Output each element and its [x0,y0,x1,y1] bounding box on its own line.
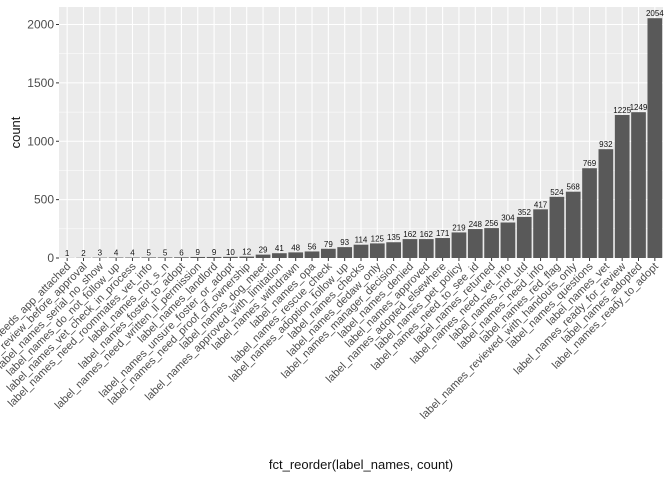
bar-value-label: 29 [259,246,268,255]
bar [174,257,189,258]
bar-value-label: 417 [534,200,548,209]
bar [369,243,385,258]
bar [484,228,499,258]
x-axis-title: fct_reorder(label_names, count) [269,457,453,472]
bar-value-label: 9 [212,248,217,257]
bar [255,254,271,258]
bar-value-label: 135 [387,233,401,242]
bar-value-label: 93 [340,238,349,247]
bar-value-label: 769 [583,159,597,168]
bar-value-label: 3 [98,249,103,258]
bar-value-label: 219 [452,223,466,232]
bar [435,238,450,258]
bar [647,18,663,258]
y-tick-label: 0 [47,251,54,265]
bar [157,257,173,258]
bar [337,247,353,258]
bar [190,256,206,258]
bar [582,168,597,258]
bar [598,149,614,258]
bar-value-label: 1 [65,249,70,258]
bar [467,229,483,258]
bar [402,239,418,258]
bar [533,209,548,258]
bar [631,112,646,258]
bar-value-label: 256 [485,219,499,228]
bar-value-label: 171 [436,229,450,238]
bar-value-label: 1225 [613,106,631,115]
bar-value-label: 568 [567,183,581,192]
bar [288,252,304,258]
bar-value-label: 4 [130,249,135,258]
bar [321,248,336,258]
bar [386,242,401,258]
bar-value-label: 6 [179,248,184,257]
bar-value-label: 9 [196,248,201,257]
bar-value-label: 248 [469,220,483,229]
y-axis-title: count [8,116,23,148]
bar-value-label: 125 [371,234,385,243]
bar [272,253,287,258]
bar [353,244,369,258]
bar [549,196,565,258]
bar-value-label: 524 [550,188,564,197]
bar [304,251,320,258]
bar [223,256,238,258]
bar [516,216,532,258]
bar-value-label: 48 [291,243,300,252]
bar-value-label: 162 [403,230,417,239]
bar-value-label: 41 [275,244,284,253]
bar-value-label: 4 [114,249,119,258]
bar [418,239,434,258]
y-tick-label: 1000 [27,134,54,148]
bar-value-label: 352 [518,208,532,217]
bar-value-label: 2 [81,249,86,258]
y-tick-label: 1500 [27,76,54,90]
bar [239,256,255,258]
bar-value-label: 162 [420,230,434,239]
bar-value-label: 5 [163,248,168,257]
bar [500,222,516,258]
y-tick-label: 2000 [27,18,54,32]
bar [614,114,630,258]
bar-value-label: 304 [501,214,515,223]
bar-value-label: 5 [147,248,152,257]
bar-value-label: 12 [242,248,251,257]
bar-value-label: 932 [599,140,613,149]
bar-value-label: 79 [324,240,333,249]
bar [565,191,581,258]
bar [141,257,157,258]
y-tick-label: 500 [34,193,54,207]
bar-value-label: 10 [226,248,235,257]
bar-value-label: 1249 [630,103,648,112]
bar-value-label: 2054 [646,9,664,18]
bar [206,256,222,258]
bar-value-label: 114 [355,236,368,245]
bar-value-label: 56 [308,242,317,251]
bar [451,232,467,258]
